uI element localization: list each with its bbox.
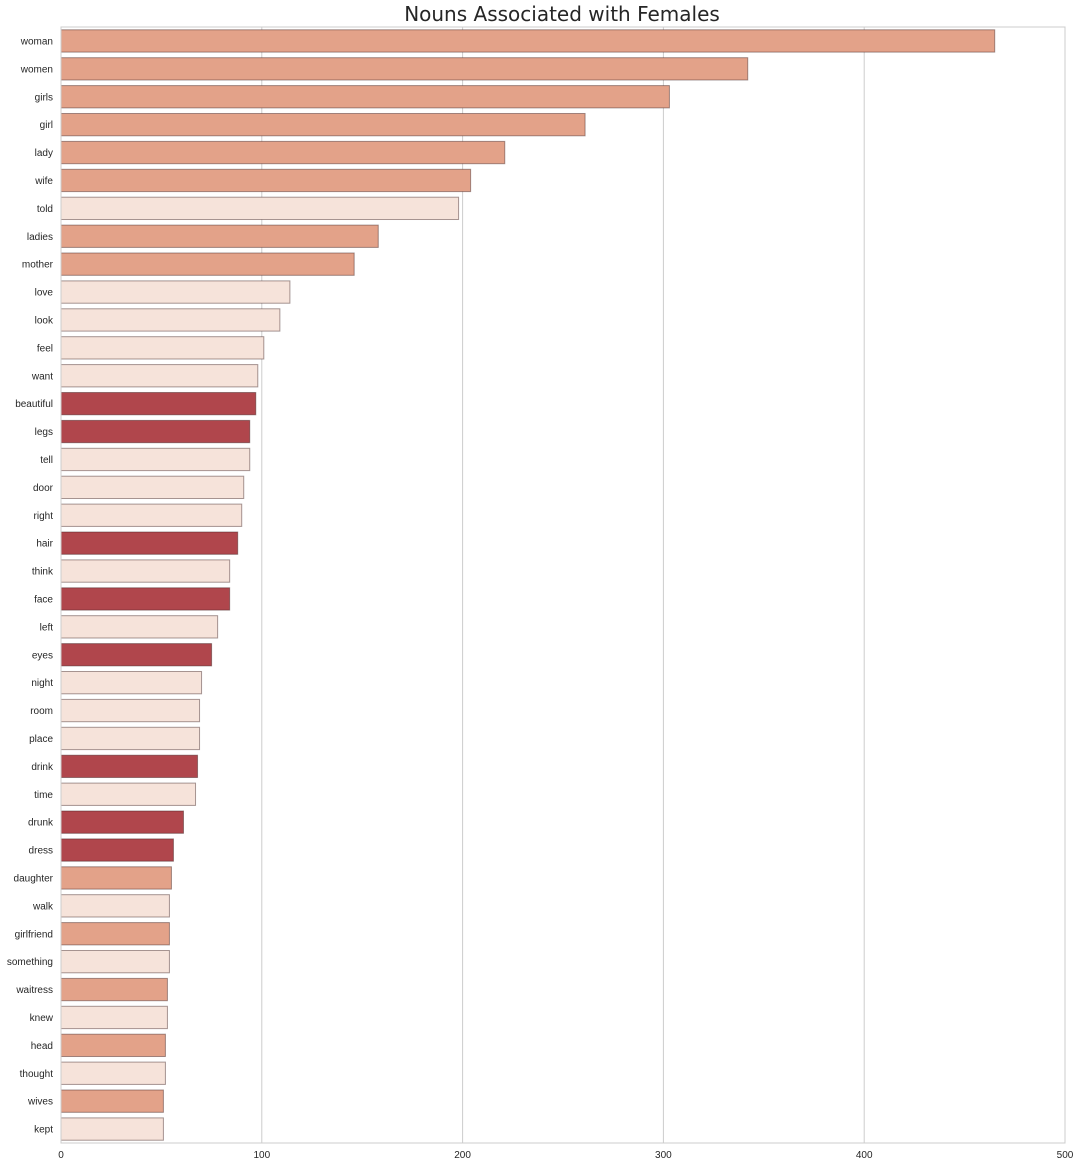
bar-ladies (60, 224, 379, 248)
y-tick-label: feel (37, 343, 53, 354)
y-tick-label: ladies (27, 232, 53, 243)
bar-told (60, 196, 460, 221)
bar-want (60, 364, 259, 388)
bar-legs (60, 419, 251, 444)
y-tick-label: drunk (28, 818, 54, 829)
y-tick-label: left (40, 622, 54, 633)
bar-drink (60, 754, 199, 779)
y-tick-label: place (29, 734, 53, 745)
y-tick-label: something (7, 957, 53, 968)
bar-night (60, 670, 203, 695)
bar-beautiful (60, 391, 257, 416)
y-tick-label: think (32, 567, 54, 578)
y-tick-label: dress (29, 846, 53, 857)
y-tick-label: hair (36, 539, 53, 550)
y-tick-label: girl (40, 120, 53, 131)
y-tick-label: girls (35, 92, 53, 103)
bar-daughter (60, 866, 172, 890)
bar-time (60, 782, 197, 806)
y-tick-label: face (34, 594, 53, 605)
bar-eyes (60, 643, 213, 667)
y-tick-label: room (30, 706, 53, 717)
y-tick-label: thought (20, 1069, 54, 1080)
bar-dress (60, 838, 174, 862)
bar-wives (60, 1089, 164, 1113)
chart-title: Nouns Associated with Females (404, 2, 720, 26)
y-tick-label: women (20, 64, 53, 75)
bar-girlfriend (60, 922, 170, 946)
gridlines (60, 27, 1066, 1143)
bar-tell (60, 447, 251, 472)
bar-mother (60, 252, 355, 276)
plot-frame (60, 26, 1066, 1144)
y-tick-label: want (31, 371, 53, 382)
y-tick-label: walk (32, 901, 54, 912)
y-tick-label: love (35, 288, 54, 299)
y-tick-label: door (33, 483, 54, 494)
y-tick-label: waitress (15, 985, 53, 996)
bar-lady (60, 140, 506, 165)
bars (60, 29, 996, 1141)
y-tick-label: night (31, 678, 53, 689)
bar-right (60, 503, 243, 527)
y-tick-label: eyes (32, 650, 53, 661)
y-tick-label: told (37, 204, 53, 215)
bar-women (60, 57, 749, 81)
bar-look (60, 308, 281, 332)
y-tick-label: mother (22, 260, 54, 271)
bar-girls (60, 85, 670, 109)
y-tick-label: drink (31, 762, 54, 773)
bar-place (60, 726, 201, 751)
x-tick-label: 200 (454, 1150, 471, 1161)
y-tick-label: head (31, 1041, 53, 1052)
bar-walk (60, 894, 170, 918)
bar-thought (60, 1061, 166, 1085)
y-tick-label: tell (40, 455, 53, 466)
y-tick-label: time (34, 790, 53, 801)
y-tick-label: knew (30, 1013, 54, 1024)
bar-room (60, 698, 201, 723)
y-tick-label: beautiful (15, 399, 53, 410)
y-tick-label: kept (34, 1125, 53, 1136)
bar-hair (60, 531, 239, 555)
bar-knew (60, 1005, 168, 1030)
bar-girl (60, 112, 586, 137)
y-tick-label: wives (27, 1097, 53, 1108)
bar-waitress (60, 977, 168, 1002)
x-tick-label: 0 (58, 1150, 64, 1161)
bar-face (60, 587, 231, 611)
y-tick-label: look (35, 315, 54, 326)
x-tick-labels: 0 100 200 300 400 500 (58, 1150, 1074, 1161)
bar-left (60, 615, 219, 639)
bar-door (60, 475, 245, 500)
bar-think (60, 559, 231, 583)
y-tick-label: daughter (14, 873, 54, 884)
bar-feel (60, 336, 265, 360)
x-tick-label: 300 (655, 1150, 672, 1161)
bar-drunk (60, 810, 184, 834)
y-tick-label: wife (34, 176, 53, 187)
x-tick-label: 500 (1057, 1150, 1074, 1161)
x-tick-label: 400 (856, 1150, 873, 1161)
y-tick-label: woman (20, 36, 53, 47)
bar-kept (60, 1117, 164, 1141)
x-tick-label: 100 (253, 1150, 270, 1161)
y-tick-label: girlfriend (15, 929, 53, 940)
bar-something (60, 949, 170, 974)
bar-head (60, 1033, 166, 1058)
bar-wife (60, 168, 472, 193)
y-tick-label: right (34, 511, 54, 522)
bar-love (60, 280, 291, 304)
bar-woman (60, 29, 996, 53)
y-tick-labels: woman women girls girl lady wife told ladies mot… (7, 36, 54, 1135)
y-tick-label: lady (35, 148, 53, 159)
y-tick-label: legs (35, 427, 53, 438)
